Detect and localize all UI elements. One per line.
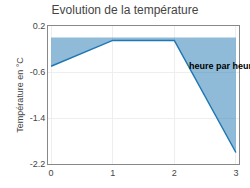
svg-text:1: 1 <box>110 168 115 178</box>
svg-text:-2.2: -2.2 <box>30 159 46 169</box>
svg-text:Evolution de la température: Evolution de la température <box>52 3 199 17</box>
svg-text:-1.4: -1.4 <box>30 113 46 123</box>
svg-text:heure par heure: heure par heure <box>189 61 250 71</box>
svg-text:Température en °C: Température en °C <box>15 57 25 133</box>
svg-text:0.2: 0.2 <box>33 21 46 31</box>
svg-text:2: 2 <box>172 168 177 178</box>
svg-text:-0.6: -0.6 <box>30 67 46 77</box>
svg-text:0: 0 <box>49 168 54 178</box>
svg-text:3: 3 <box>233 168 238 178</box>
